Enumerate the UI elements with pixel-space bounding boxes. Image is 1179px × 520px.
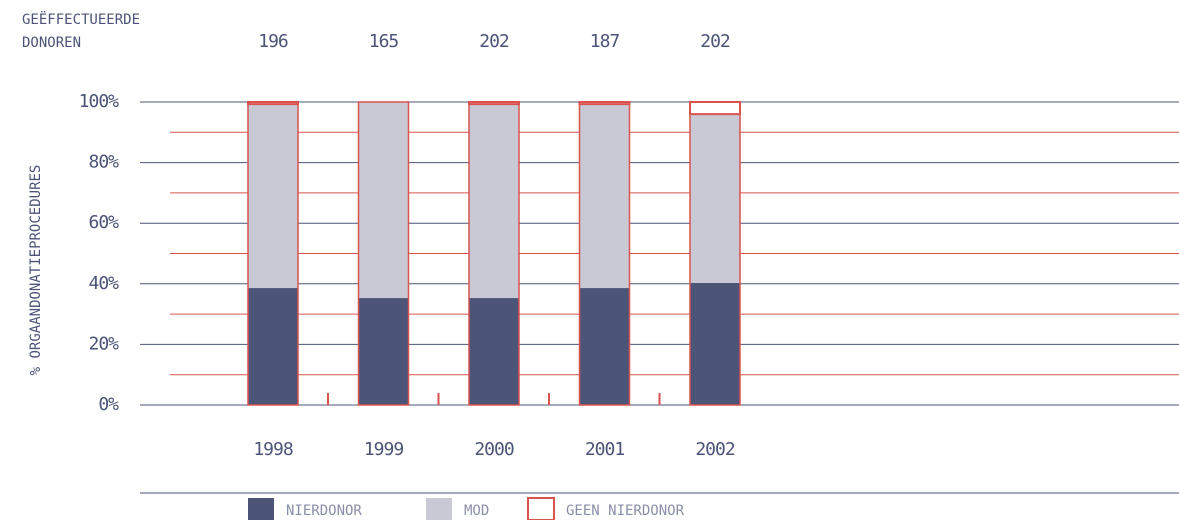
- bar-segment: [248, 104, 298, 289]
- bar-segment: [579, 104, 630, 289]
- donor-count: 187: [590, 31, 620, 52]
- bar-segment: [689, 101, 741, 116]
- legend-swatch: [248, 498, 274, 520]
- donor-count: 165: [369, 31, 399, 52]
- y-tick-label: 80%: [88, 152, 119, 173]
- bar-segment: [690, 114, 740, 283]
- bar-segment: [690, 282, 740, 405]
- bar-outline: [357, 101, 410, 406]
- y-tick-label: 60%: [88, 212, 119, 233]
- bar-segment: [358, 102, 409, 299]
- legend-label: GEEN NIERDONOR: [566, 503, 685, 519]
- donor-count: 202: [700, 31, 730, 52]
- donor-count: 202: [479, 31, 509, 52]
- bar-segment: [248, 288, 298, 405]
- bar-outline: [689, 101, 741, 406]
- x-tick-label: 1998: [253, 439, 293, 460]
- legend-label: NIERDONOR: [286, 503, 362, 519]
- x-tick-label: 2002: [695, 439, 735, 460]
- x-tick-label: 2001: [585, 439, 625, 460]
- y-tick-label: 100%: [79, 91, 120, 112]
- x-tick-label: 2000: [474, 439, 514, 460]
- legend-label: MOD: [464, 503, 489, 519]
- y-tick-label: 40%: [88, 273, 119, 294]
- legend-swatch: [426, 498, 452, 520]
- y-tick-label: 0%: [98, 394, 119, 415]
- bar-segment: [469, 104, 519, 299]
- bar-outline: [578, 101, 631, 406]
- bar-segment: [358, 298, 409, 405]
- y-axis-label: % ORGAANDONATIEPROCEDURES: [28, 165, 44, 376]
- legend-swatch: [527, 497, 555, 520]
- bar-outline: [247, 101, 299, 406]
- bar-outline: [468, 101, 520, 406]
- donor-count: 196: [258, 31, 288, 52]
- top-label: DONOREN: [22, 35, 81, 51]
- top-label: GEËFFECTUEERDE: [22, 10, 140, 28]
- x-tick-label: 1999: [364, 439, 404, 460]
- bar-segment: [579, 288, 630, 405]
- y-tick-label: 20%: [88, 333, 119, 354]
- bar-segment: [469, 298, 519, 405]
